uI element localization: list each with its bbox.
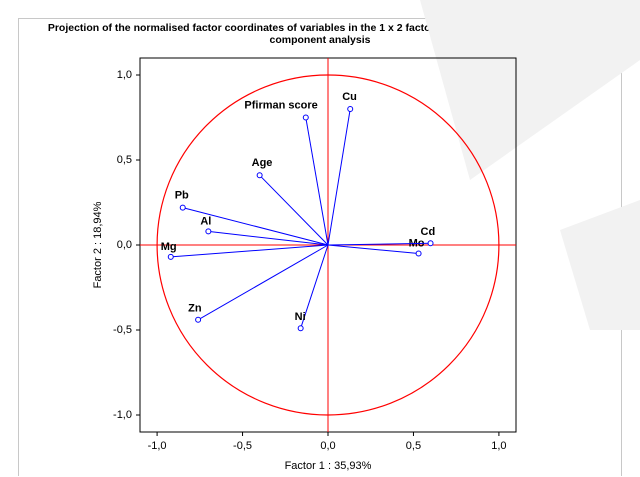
point [179, 204, 186, 211]
y-tick-label: -0,5 [113, 324, 132, 336]
y-tick-label: 0,0 [117, 239, 132, 251]
loading-vector [170, 244, 329, 258]
y-tick-label: -1,0 [113, 409, 132, 421]
point [205, 228, 212, 235]
point-label: Cu [342, 91, 357, 103]
point [415, 250, 422, 257]
point [297, 325, 304, 332]
x-tick-label: 1,0 [491, 440, 506, 452]
point [427, 240, 434, 247]
point [347, 106, 354, 112]
point [256, 172, 263, 179]
loading-vector [182, 207, 329, 246]
point-label: Pfirman score [244, 99, 317, 111]
point [167, 253, 174, 260]
x-axis-title: Factor 1 : 35,93% [285, 460, 372, 472]
loading-vector [208, 230, 329, 246]
point [195, 316, 202, 323]
y-axis-title: Factor 2 : 18,94% [92, 201, 104, 288]
y-tick-label: 0,5 [117, 154, 132, 166]
point-label: Cd [421, 226, 436, 238]
point-label: Zn [188, 303, 202, 315]
point-label: Mg [161, 241, 177, 253]
x-tick-label: -0,5 [233, 440, 252, 452]
point-label: Age [252, 157, 273, 169]
point-label: Al [200, 215, 211, 227]
unit-circle [156, 74, 500, 416]
x-tick-label: 0,5 [406, 440, 421, 452]
watermark [420, 0, 640, 180]
loading-vector [197, 244, 329, 321]
loading-vector [327, 244, 419, 254]
watermark [560, 200, 640, 330]
point-label: Ni [295, 311, 306, 323]
x-tick-label: 0,0 [320, 440, 335, 452]
point-label: Pb [175, 190, 189, 202]
point [302, 114, 309, 121]
loading-vector [259, 174, 329, 246]
x-tick-label: -1,0 [148, 440, 167, 452]
loading-vector [327, 108, 351, 246]
loading-vector [327, 242, 431, 246]
y-tick-label: 1,0 [117, 69, 132, 81]
loading-vector [300, 244, 329, 329]
loading-vector [305, 117, 329, 246]
